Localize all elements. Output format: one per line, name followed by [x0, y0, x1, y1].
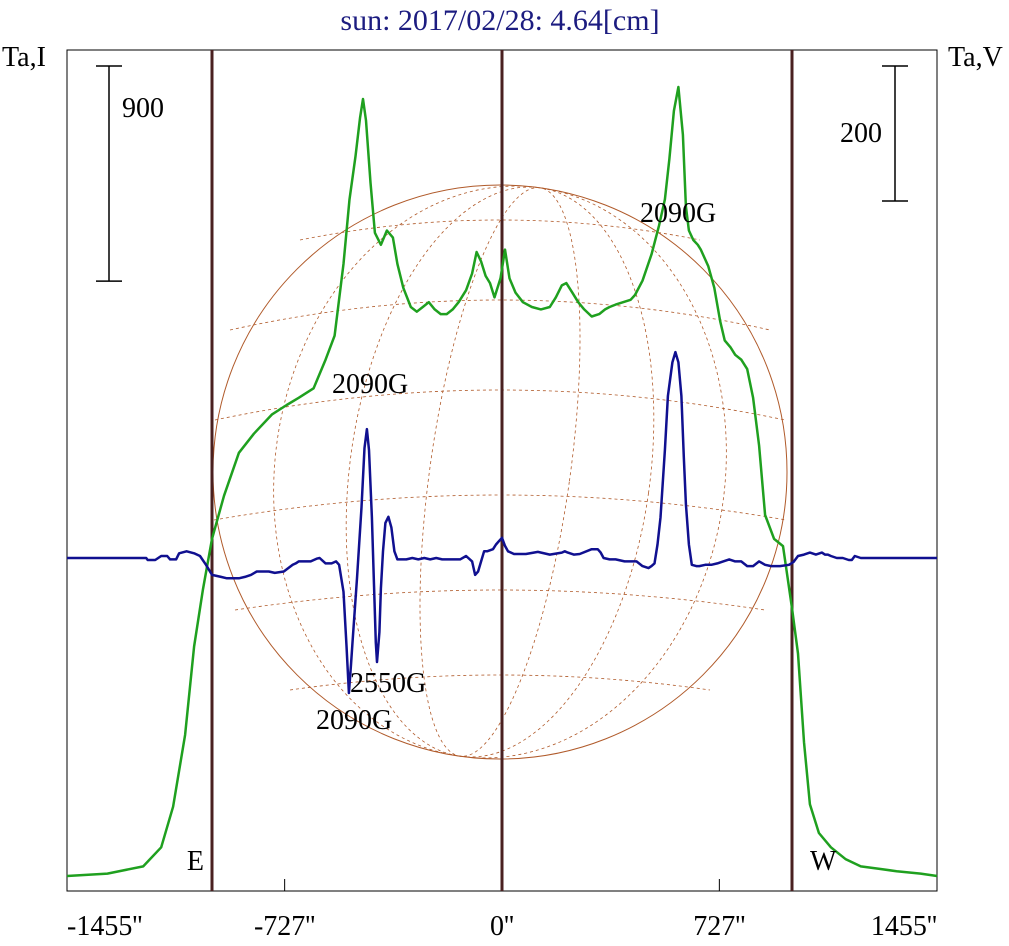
- x-tick-label: -727'': [254, 911, 315, 941]
- x-tick-label: 1455'': [871, 911, 937, 941]
- solar-disk: [212, 184, 788, 760]
- series-line-V: [67, 350, 937, 695]
- field-annotation: 2550G: [350, 668, 426, 699]
- y-right-label: Ta,V: [948, 42, 1003, 73]
- limb-label-east: E: [187, 846, 204, 877]
- chart-title: sun: 2017/02/28: 4.64[cm]: [340, 4, 659, 37]
- x-tick-label: 0'': [490, 911, 514, 941]
- x-tick-label: 727'': [693, 911, 745, 941]
- series-layer: [66, 85, 938, 878]
- limb-label-west: W: [810, 846, 837, 877]
- field-annotation: 2090G: [640, 198, 716, 229]
- x-tick-label: -1455'': [67, 911, 142, 941]
- field-annotation: 2090G: [316, 705, 392, 736]
- solar-disk-outline: [212, 184, 788, 760]
- series-line-I: [66, 85, 938, 878]
- axes-layer: [66, 49, 938, 892]
- field-annotation: 2090G: [332, 369, 408, 400]
- y-left-label: Ta,I: [2, 42, 46, 73]
- scale-bar-left-label: 900: [122, 93, 164, 124]
- solar-disk-grid: [213, 185, 787, 759]
- scale-bar-right-label: 200: [840, 118, 882, 149]
